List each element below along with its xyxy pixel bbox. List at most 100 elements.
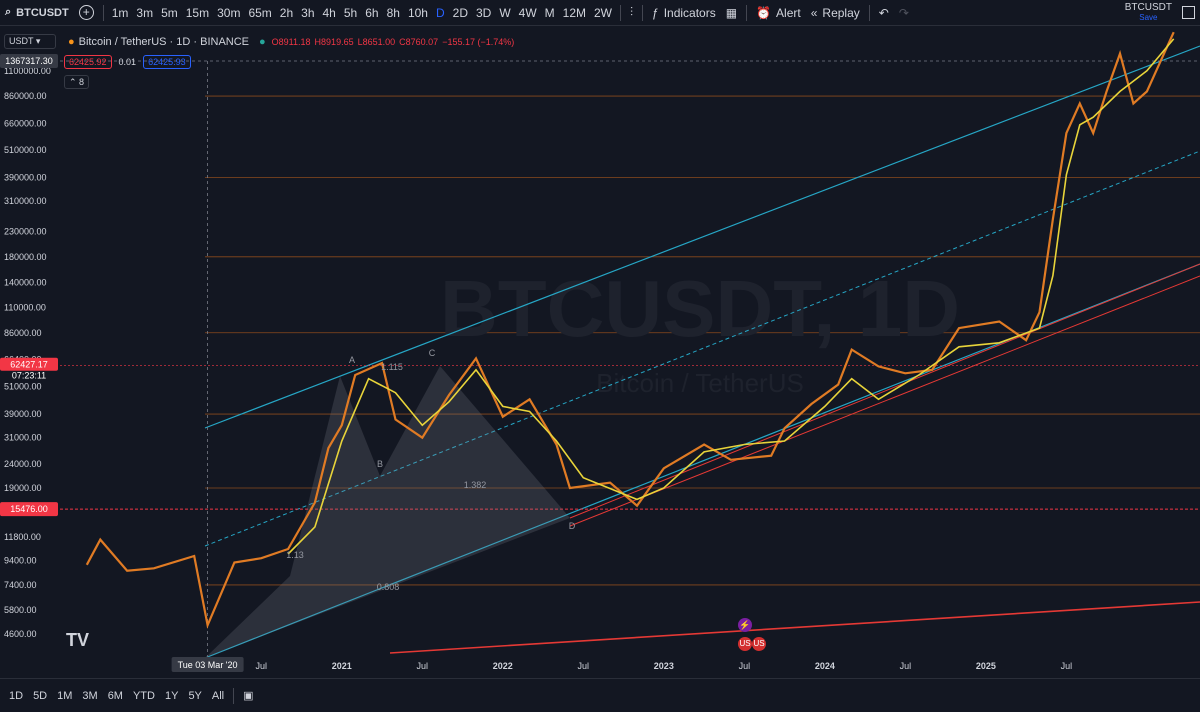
y-tick-label: 19000.00	[4, 483, 42, 493]
x-tick-label: Jul	[900, 661, 912, 671]
divider	[233, 687, 235, 704]
timeframe-15m[interactable]: 15m	[185, 5, 210, 20]
range-5y[interactable]: 5Y	[188, 689, 202, 702]
crosshair-price-label: 1367317.30	[5, 56, 53, 66]
redo-icon: ↷	[898, 5, 909, 20]
y-tick-label: 4600.00	[4, 629, 37, 639]
range-3m[interactable]: 3M	[82, 689, 98, 702]
y-tick-label: 310000.00	[4, 196, 47, 206]
date-range-calendar-icon[interactable]: ▣	[243, 690, 254, 702]
range-all[interactable]: All	[211, 689, 225, 702]
range-6m[interactable]: 6M	[107, 689, 123, 702]
crosshair-date-bg	[171, 657, 244, 672]
x-tick-label: Jul	[417, 661, 429, 671]
indicator-collapse[interactable]: ⌃ 8	[64, 75, 90, 89]
x-tick-label: 2023	[654, 661, 674, 671]
timeframe-5m[interactable]: 5m	[161, 5, 178, 20]
watermark-name: Bitcoin / TetherUS	[596, 368, 804, 398]
timeframe-3h[interactable]: 3h	[301, 5, 315, 20]
alert-button[interactable]: ⏰ Alert	[751, 0, 806, 26]
time-axis: Jul 2021 Jul 2022 Jul 2023 Jul 2024 Jul 2025 Jul	[256, 661, 1073, 671]
timeframe-65m[interactable]: 65m	[248, 5, 272, 20]
timeframe-3d[interactable]: 3D	[475, 5, 492, 20]
spread-value: 0.01	[118, 57, 137, 67]
indicators-button[interactable]: ƒ Indicators	[647, 0, 721, 26]
timeframe-30m[interactable]: 30m	[217, 5, 241, 20]
timeframe-list: 1m 3m 5m 15m 30m 65m 2h 3h 4h 5h 6h 8h 10h D 2D 3D W 4W M 1…	[108, 0, 616, 26]
y-tick-label: 86000.00	[4, 328, 42, 338]
timeframe-4h[interactable]: 4h	[322, 5, 336, 20]
divider	[746, 4, 748, 21]
crosshair-date-label: Tue 03 Mar '20	[178, 660, 238, 670]
timeframe-4w[interactable]: 4W	[518, 5, 537, 20]
replay-button[interactable]: « Replay	[806, 0, 865, 26]
timeframe-3m[interactable]: 3m	[136, 5, 154, 20]
chart-area[interactable]: BTCUSDT, 1D Bitcoin / TetherUS A B C D 1.115…	[0, 26, 1200, 678]
support-red-line	[569, 263, 1200, 519]
quote-currency-select[interactable]: USDT ▾	[4, 34, 56, 49]
layout-toggle-button[interactable]	[1177, 0, 1200, 26]
legend-change: −155.17 (−1.74%)	[442, 36, 515, 47]
y-tick-label: 9400.00	[4, 555, 37, 565]
y-tick-label: 860000.00	[4, 91, 47, 101]
x-tick-label: Jul	[1061, 661, 1073, 671]
fib-ratio-label: 0.808	[377, 582, 400, 592]
symbol-search-button[interactable]: ⌕ BTCUSDT	[0, 0, 74, 26]
event-flash-icon[interactable]: ⚡	[738, 618, 752, 632]
y-tick-label: 51000.00	[4, 381, 42, 391]
templates-button[interactable]: ▦	[721, 0, 742, 26]
symbol-label: BTCUSDT	[16, 6, 69, 19]
timeframe-w[interactable]: W	[499, 5, 511, 20]
long-term-red-line	[389, 601, 1200, 654]
search-icon: ⌕	[5, 6, 12, 18]
range-1y[interactable]: 1Y	[164, 689, 179, 702]
layout-button[interactable]: BTCUSDT Save	[1120, 0, 1177, 26]
drawing-labels: A B C D 1.115 1.382 0.808 1.13	[286, 348, 576, 592]
undo-icon: ↶	[878, 5, 889, 20]
divider	[642, 4, 644, 21]
us-flag-event-icon[interactable]: US	[752, 637, 766, 651]
alert-label: Alert	[776, 5, 801, 20]
buy-button[interactable]: 62425.93	[143, 55, 191, 69]
indicator-toggle[interactable]: ⌃ 8	[64, 75, 90, 89]
y-tick-label: 31000.00	[4, 433, 42, 443]
y-tick-label: 230000.00	[4, 227, 47, 237]
y-tick-label: 110000.00	[4, 302, 46, 312]
redo-button[interactable]: ↷	[894, 0, 914, 26]
bitcoin-logo-icon: ●	[68, 35, 75, 48]
y-tick-label: 5800.00	[4, 605, 37, 615]
trade-panel: 62425.92 0.01 62425.93	[64, 55, 191, 69]
chart-type-button[interactable]: ⫶	[625, 0, 638, 26]
market-open-icon: ●	[259, 35, 266, 48]
tradingview-logo-icon: TV	[66, 630, 90, 650]
price-series	[85, 31, 1175, 629]
range-1d[interactable]: 1D	[9, 689, 24, 702]
timeframe-12m[interactable]: 12M	[562, 5, 586, 20]
sell-button[interactable]: 62425.92	[64, 55, 112, 69]
us-flag-event-icon[interactable]: US	[738, 637, 752, 651]
timeframe-d[interactable]: D	[435, 5, 445, 20]
timeframe-2w[interactable]: 2W	[594, 5, 612, 20]
harmonic-point-label: C	[429, 348, 436, 358]
timeframe-10h[interactable]: 10h	[407, 5, 428, 20]
timeframe-5h[interactable]: 5h	[343, 5, 358, 20]
support-red-line	[569, 275, 1200, 527]
range-5d[interactable]: 5D	[33, 689, 48, 702]
timeframe-6h[interactable]: 6h	[365, 5, 379, 20]
timeframe-m[interactable]: M	[544, 5, 555, 20]
timeframe-1m[interactable]: 1m	[111, 5, 129, 20]
y-tick-label: 510000.00	[4, 145, 47, 155]
undo-button[interactable]: ↶	[874, 0, 894, 26]
timeframe-8h[interactable]: 8h	[386, 5, 400, 20]
timeframe-2h[interactable]: 2h	[279, 5, 294, 20]
replay-label: Replay	[822, 5, 860, 20]
top-toolbar: ⌕ BTCUSDT + 1m 3m 5m 15m 30m 65m 2h 3h 4h 5h 6h 8h 10…	[0, 0, 1200, 26]
drawing-tools	[60, 45, 1200, 659]
timeframe-2d[interactable]: 2D	[452, 5, 468, 20]
legend-close: C8760.07	[399, 36, 439, 47]
range-ytd[interactable]: YTD	[132, 689, 155, 702]
compare-button[interactable]: +	[74, 0, 99, 26]
range-1m[interactable]: 1M	[57, 689, 73, 702]
indicator-count: 8	[79, 77, 85, 87]
y-tick-label: 24000.00	[4, 459, 42, 469]
